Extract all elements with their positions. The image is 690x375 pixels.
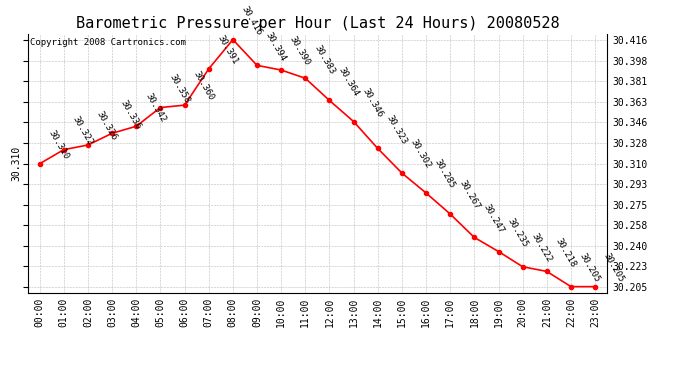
Text: 30.267: 30.267 <box>457 179 481 211</box>
Text: 30.360: 30.360 <box>192 70 215 102</box>
Text: 30.205: 30.205 <box>578 252 602 284</box>
Text: 30.285: 30.285 <box>433 158 457 190</box>
Text: 30.310: 30.310 <box>12 146 22 182</box>
Text: 30.394: 30.394 <box>264 30 288 63</box>
Text: 30.336: 30.336 <box>119 98 143 130</box>
Text: 30.326: 30.326 <box>95 110 119 142</box>
Text: 30.235: 30.235 <box>506 216 529 249</box>
Text: 30.342: 30.342 <box>144 91 167 123</box>
Title: Barometric Pressure per Hour (Last 24 Hours) 20080528: Barometric Pressure per Hour (Last 24 Ho… <box>76 16 559 31</box>
Text: 30.391: 30.391 <box>216 34 239 66</box>
Text: 30.383: 30.383 <box>313 43 336 75</box>
Text: 30.302: 30.302 <box>409 138 433 170</box>
Text: 30.322: 30.322 <box>71 114 95 147</box>
Text: 30.218: 30.218 <box>554 236 578 268</box>
Text: 30.205: 30.205 <box>602 252 626 284</box>
Text: 30.358: 30.358 <box>168 72 191 105</box>
Text: 30.390: 30.390 <box>288 35 312 67</box>
Text: 30.323: 30.323 <box>385 113 408 146</box>
Text: 30.247: 30.247 <box>482 202 505 235</box>
Text: 30.310: 30.310 <box>47 129 70 161</box>
Text: 30.346: 30.346 <box>361 86 384 119</box>
Text: 30.416: 30.416 <box>240 4 264 37</box>
Text: Copyright 2008 Cartronics.com: Copyright 2008 Cartronics.com <box>30 38 186 46</box>
Text: 30.364: 30.364 <box>337 65 360 98</box>
Text: 30.222: 30.222 <box>530 231 553 264</box>
